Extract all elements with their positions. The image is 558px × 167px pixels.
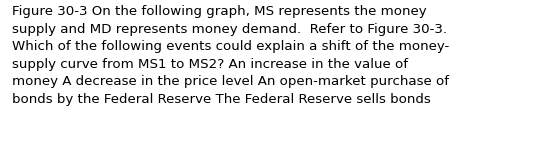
Text: Figure 30-3 On the following graph, MS represents the money
supply and MD repres: Figure 30-3 On the following graph, MS r… xyxy=(12,5,450,106)
